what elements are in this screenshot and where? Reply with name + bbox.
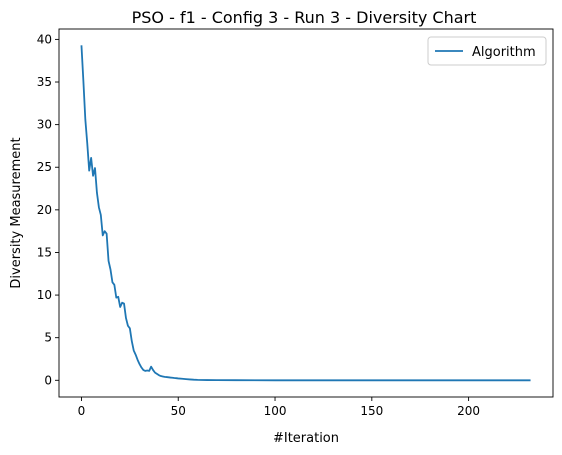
- legend-label-algorithm: Algorithm: [472, 45, 536, 60]
- x-axis-label: #Iteration: [273, 431, 339, 446]
- y-axis-ticks: 0 5 10 15 20 25 30 35 40: [37, 32, 59, 387]
- x-tick-label: 0: [78, 404, 86, 418]
- y-tick-label: 10: [37, 288, 52, 302]
- y-tick-label: 0: [44, 373, 52, 387]
- y-tick-label: 25: [37, 160, 52, 174]
- y-tick-label: 40: [37, 32, 52, 46]
- y-tick-label: 5: [44, 331, 52, 345]
- y-axis-label: Diversity Measurement: [9, 137, 24, 288]
- y-tick-label: 15: [37, 245, 52, 259]
- legend: Algorithm: [428, 37, 546, 65]
- plot-area: [59, 29, 553, 397]
- x-tick-label: 50: [171, 404, 186, 418]
- x-tick-label: 100: [264, 404, 287, 418]
- y-tick-label: 35: [37, 75, 52, 89]
- chart-title: PSO - f1 - Config 3 - Run 3 - Diversity …: [132, 8, 477, 27]
- x-tick-label: 150: [360, 404, 383, 418]
- y-tick-label: 20: [37, 203, 52, 217]
- y-tick-label: 30: [37, 118, 52, 132]
- x-tick-label: 200: [457, 404, 480, 418]
- x-axis-ticks: 0 50 100 150 200: [78, 397, 480, 418]
